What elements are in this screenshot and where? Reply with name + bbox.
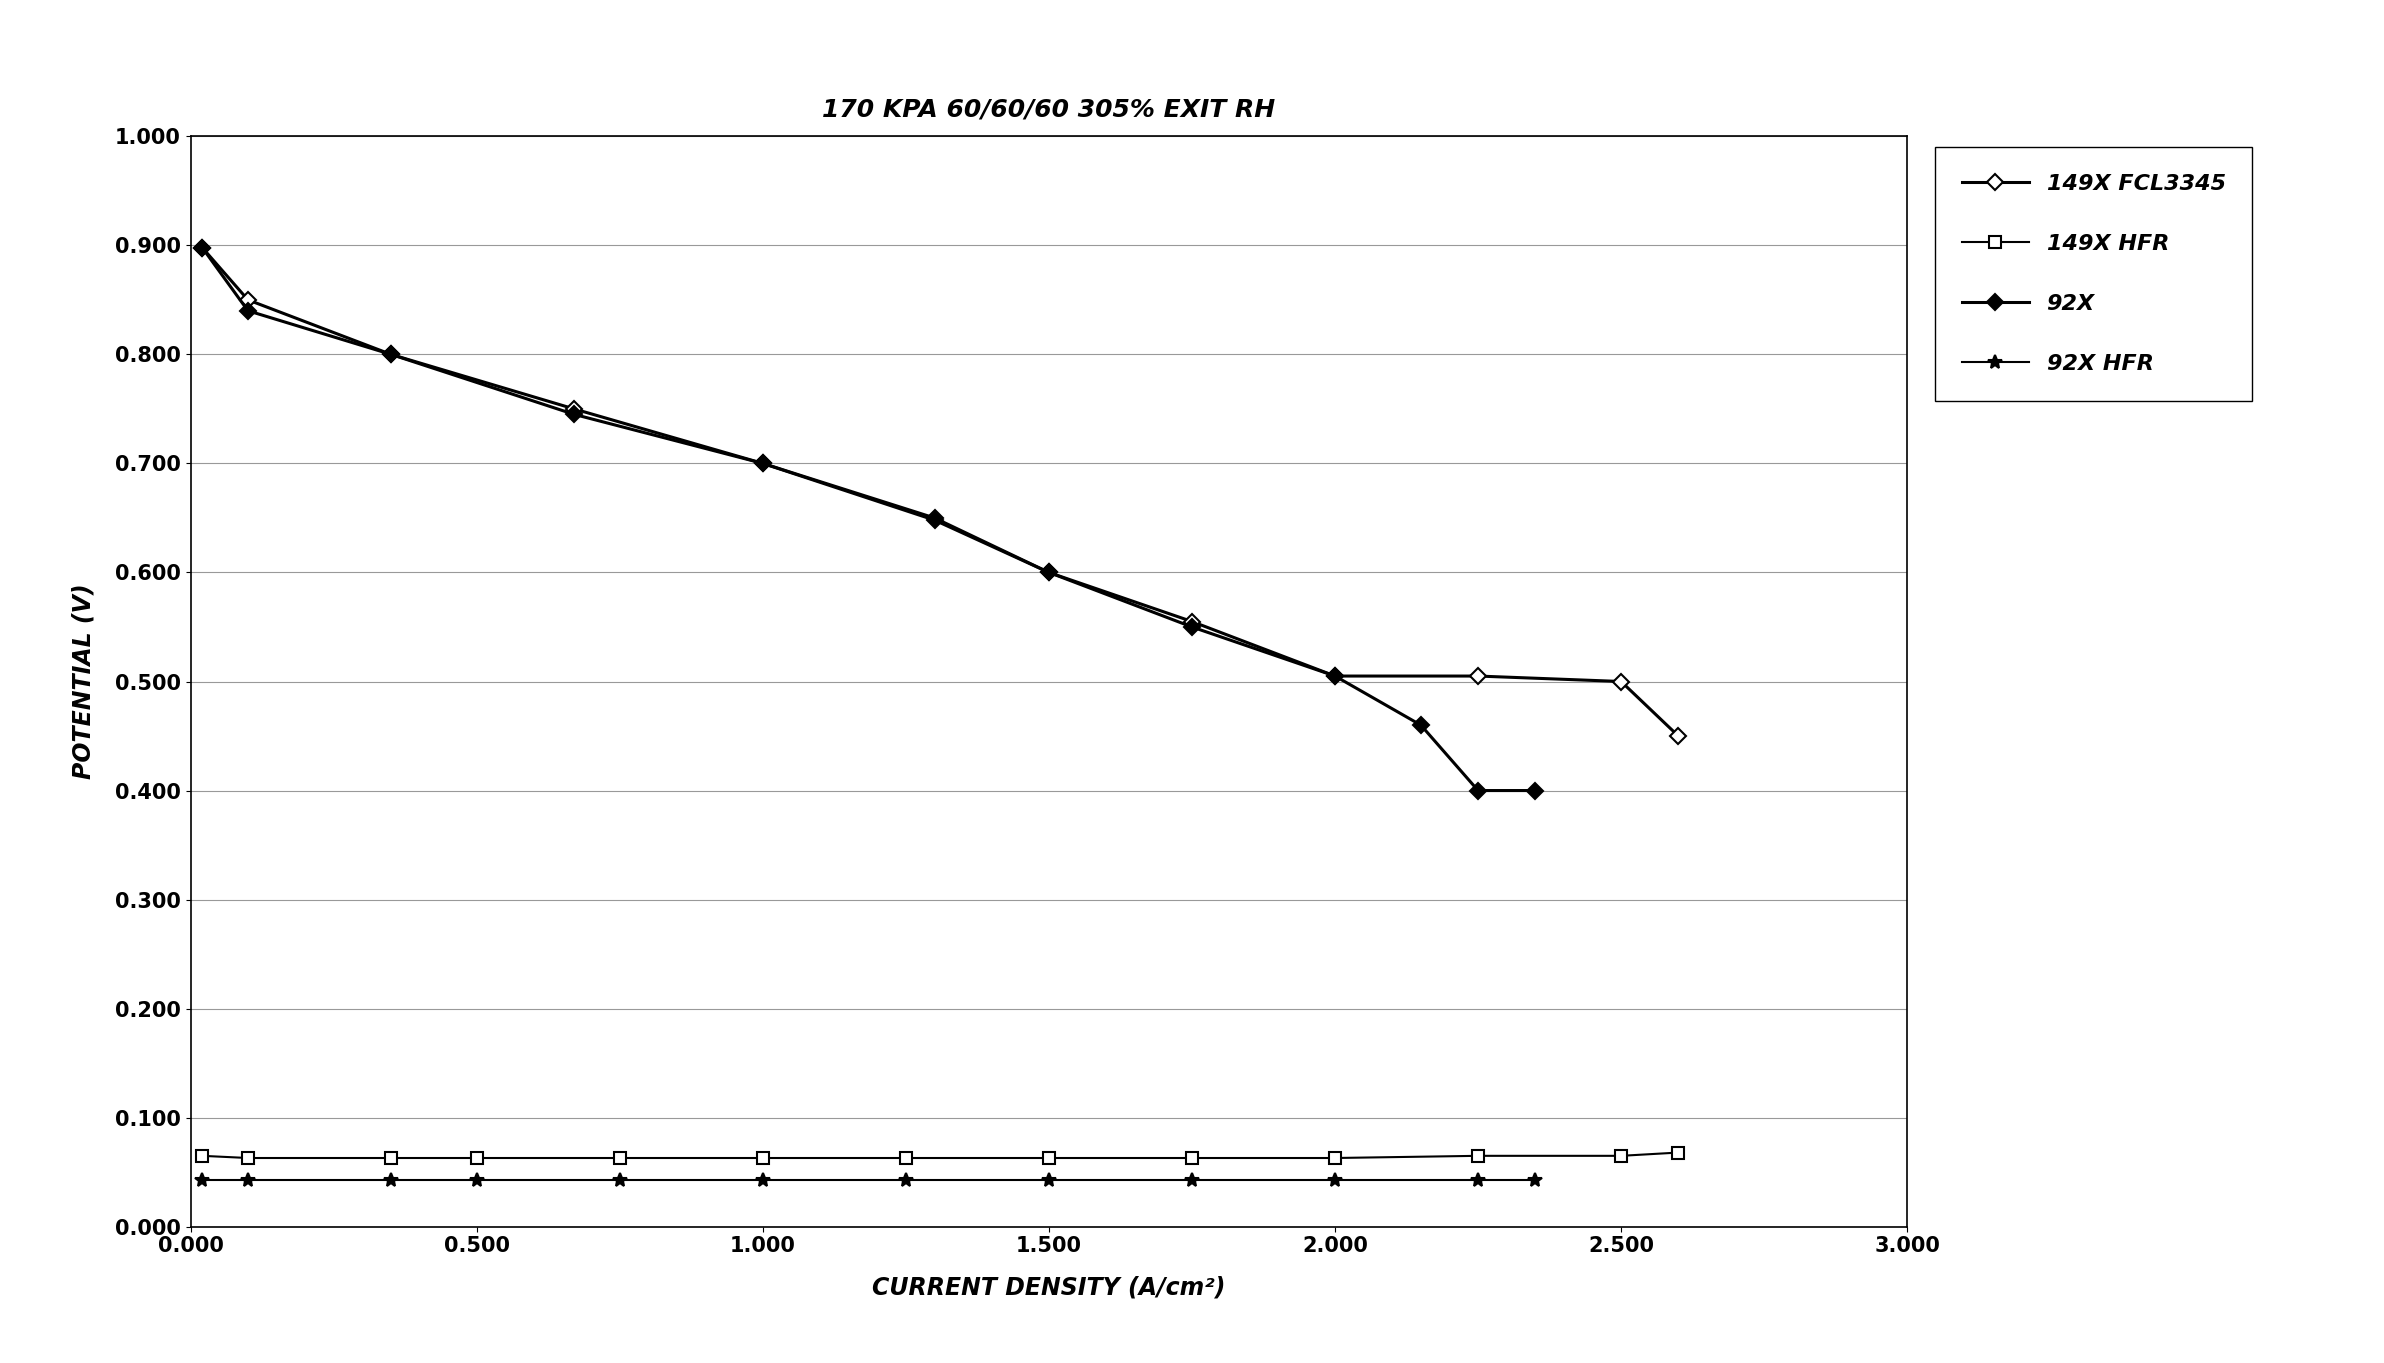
149X HFR bbox=[606, 1150, 634, 1167]
149X HFR bbox=[377, 1150, 405, 1167]
92X bbox=[234, 303, 262, 319]
92X HFR bbox=[1035, 1172, 1063, 1189]
149X FCL3345 bbox=[1664, 728, 1693, 744]
149X HFR bbox=[749, 1150, 777, 1167]
92X HFR bbox=[377, 1172, 405, 1189]
92X HFR bbox=[1464, 1172, 1492, 1189]
Y-axis label: POTENTIAL (V): POTENTIAL (V) bbox=[72, 583, 95, 780]
149X FCL3345 bbox=[188, 240, 217, 256]
Title: 170 KPA 60/60/60 305% EXIT RH: 170 KPA 60/60/60 305% EXIT RH bbox=[822, 98, 1275, 121]
149X FCL3345 bbox=[1035, 564, 1063, 581]
92X bbox=[1464, 782, 1492, 799]
92X HFR bbox=[749, 1172, 777, 1189]
92X bbox=[377, 346, 405, 363]
Line: 149X HFR: 149X HFR bbox=[195, 1148, 1683, 1164]
92X bbox=[1321, 668, 1349, 684]
149X FCL3345 bbox=[1464, 668, 1492, 684]
92X HFR bbox=[892, 1172, 920, 1189]
149X HFR bbox=[1664, 1145, 1693, 1161]
92X HFR bbox=[1521, 1172, 1550, 1189]
Line: 149X FCL3345: 149X FCL3345 bbox=[195, 243, 1683, 741]
92X bbox=[749, 455, 777, 472]
92X bbox=[920, 512, 949, 529]
149X FCL3345 bbox=[1607, 673, 1635, 690]
149X FCL3345 bbox=[1178, 613, 1206, 630]
92X HFR bbox=[606, 1172, 634, 1189]
92X HFR bbox=[234, 1172, 262, 1189]
92X bbox=[1407, 717, 1435, 733]
149X HFR bbox=[1607, 1148, 1635, 1164]
92X HFR bbox=[188, 1172, 217, 1189]
92X HFR bbox=[1321, 1172, 1349, 1189]
92X bbox=[560, 406, 589, 423]
149X FCL3345 bbox=[560, 401, 589, 417]
149X FCL3345 bbox=[234, 292, 262, 308]
149X HFR bbox=[188, 1148, 217, 1164]
149X FCL3345 bbox=[1321, 668, 1349, 684]
149X HFR bbox=[1035, 1150, 1063, 1167]
149X HFR bbox=[234, 1150, 262, 1167]
Line: 92X HFR: 92X HFR bbox=[195, 1174, 1542, 1187]
Legend: 149X FCL3345, 149X HFR, 92X, 92X HFR: 149X FCL3345, 149X HFR, 92X, 92X HFR bbox=[1936, 147, 2253, 401]
X-axis label: CURRENT DENSITY (A/cm²): CURRENT DENSITY (A/cm²) bbox=[873, 1276, 1225, 1300]
149X HFR bbox=[1321, 1150, 1349, 1167]
Line: 92X: 92X bbox=[195, 243, 1540, 796]
92X bbox=[1035, 564, 1063, 581]
92X bbox=[1178, 619, 1206, 635]
92X bbox=[188, 240, 217, 256]
92X bbox=[1521, 782, 1550, 799]
92X HFR bbox=[1178, 1172, 1206, 1189]
149X HFR bbox=[462, 1150, 491, 1167]
149X HFR bbox=[892, 1150, 920, 1167]
149X HFR bbox=[1178, 1150, 1206, 1167]
149X FCL3345 bbox=[749, 455, 777, 472]
149X HFR bbox=[1464, 1148, 1492, 1164]
92X HFR bbox=[462, 1172, 491, 1189]
149X FCL3345 bbox=[920, 510, 949, 526]
149X FCL3345 bbox=[377, 346, 405, 363]
